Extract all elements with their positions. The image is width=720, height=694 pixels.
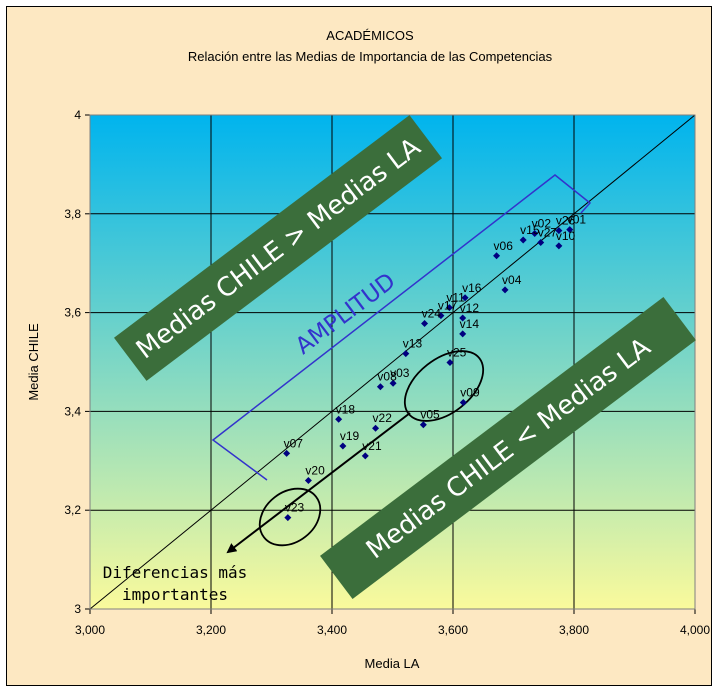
data-point	[459, 399, 467, 407]
data-point	[284, 514, 292, 522]
x-tick-label: 3,600	[438, 623, 468, 637]
point-label: v03	[390, 366, 410, 380]
data-point	[445, 304, 453, 312]
point-label: v04	[502, 273, 522, 287]
x-tick-label: 3,200	[196, 623, 226, 637]
y-axis-title: Media CHILE	[26, 323, 41, 401]
data-point	[459, 330, 467, 338]
upper-band-box	[114, 115, 442, 381]
point-label: v01	[567, 213, 587, 227]
data-point	[402, 350, 410, 358]
y-tick-label: 3	[74, 602, 81, 616]
point-label: v20	[305, 464, 325, 478]
chart-title: ACADÉMICOS	[326, 28, 414, 43]
note-line-1: Diferencias más	[103, 563, 248, 582]
point-label: v08	[377, 370, 397, 384]
chart-subtitle: Relación entre las Medias de Importancia…	[188, 49, 553, 64]
point-label: v02	[532, 217, 552, 231]
data-point	[519, 236, 527, 244]
point-label: v24	[422, 306, 442, 320]
reference-diagonal	[89, 114, 696, 610]
y-tick-label: 3,2	[64, 503, 81, 517]
point-label: v17	[438, 299, 458, 313]
point-label: v09	[460, 386, 480, 400]
data-point	[446, 358, 454, 366]
x-tick-label: 3,800	[559, 623, 589, 637]
point-label: v13	[403, 337, 423, 351]
point-label: v16	[462, 281, 482, 295]
data-point	[335, 415, 343, 423]
data-point	[555, 242, 563, 250]
y-tick-label: 3,8	[64, 207, 81, 221]
point-label: v15	[520, 223, 540, 237]
x-axis-title: Media LA	[365, 656, 420, 671]
point-label: v23	[285, 501, 305, 515]
point-label: v21	[362, 439, 382, 453]
axes: 3,000 3,200 3,400 3,600 3,800 4,000 3 3,2 3,4 3,6…	[64, 108, 710, 637]
highlight-ellipse-lower	[258, 487, 322, 547]
x-tick-label: 3,000	[75, 623, 105, 637]
data-point	[361, 452, 369, 460]
point-label: v05	[420, 408, 440, 422]
data-point	[419, 421, 427, 429]
point-label: v06	[494, 239, 514, 253]
plot-border	[89, 114, 696, 610]
y-tick-label: 3,4	[64, 404, 81, 418]
data-point	[421, 319, 429, 327]
y-tick-label: 4	[74, 108, 81, 122]
x-tick-label: 3,400	[317, 623, 347, 637]
arrow-line	[226, 412, 411, 554]
x-tick-label: 4,000	[680, 623, 710, 637]
point-label: v10	[556, 229, 576, 243]
point-label: v19	[340, 429, 360, 443]
point-label: v25	[447, 345, 467, 359]
data-point	[461, 294, 469, 302]
point-label: v11	[446, 291, 465, 305]
point-label: v12	[460, 301, 480, 315]
data-point	[437, 312, 445, 320]
data-point	[459, 314, 467, 322]
data-point	[283, 449, 291, 457]
data-point	[537, 238, 545, 246]
data-point	[372, 424, 380, 432]
data-point	[389, 379, 397, 387]
y-tick-label: 3,6	[64, 306, 81, 320]
data-point	[304, 477, 312, 485]
data-point	[566, 226, 574, 234]
point-label: v18	[336, 402, 356, 416]
data-point	[493, 252, 501, 260]
data-point	[531, 230, 539, 238]
note-line-2: importantes	[122, 585, 228, 604]
data-point	[376, 383, 384, 391]
data-point	[339, 442, 347, 450]
data-point	[555, 227, 563, 235]
point-label: v22	[373, 411, 393, 425]
amplitude-bracket	[211, 174, 592, 481]
point-label: v27	[538, 225, 558, 239]
point-label: v07	[284, 436, 304, 450]
data-point	[501, 286, 509, 294]
lower-band-box	[320, 297, 696, 599]
point-label: v26	[556, 214, 576, 228]
point-label: v14	[460, 317, 480, 331]
